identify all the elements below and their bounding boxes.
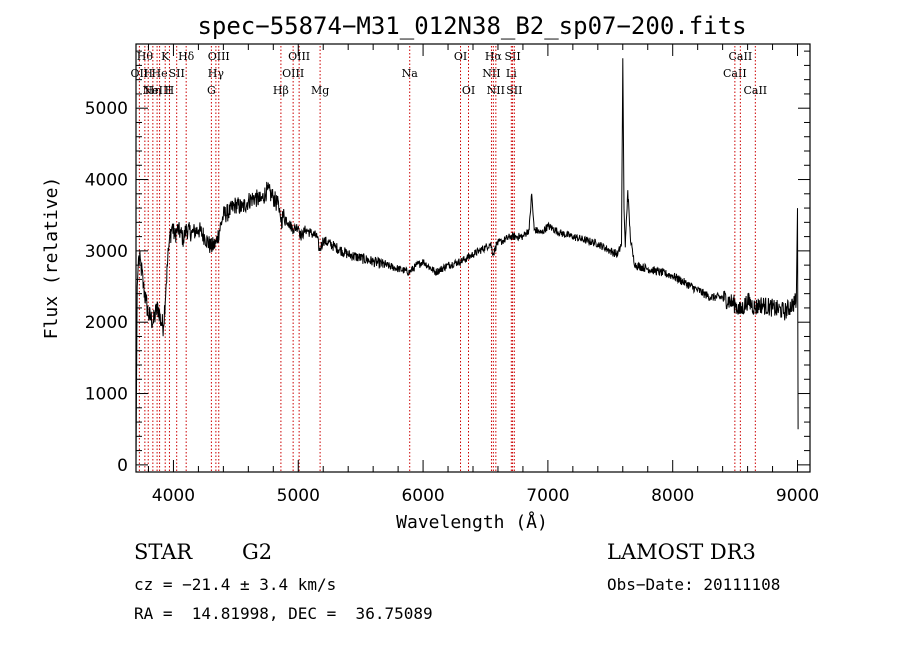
- spectral-line-markers: OIIHθHHηNeIIIHeKHSIIHδGHγOIIIHβOIIIOIIIM…: [131, 46, 767, 472]
- line-label: CaII: [743, 84, 767, 97]
- y-tick-label: 5000: [85, 99, 128, 119]
- axis-ticks: 4000 5000 6000 7000 8000 9000 0 1000 2000 3000 400…: [85, 44, 819, 506]
- line-label: Na: [402, 67, 419, 80]
- x-axis-label: Wavelength (Å): [396, 511, 548, 533]
- y-axis-label: Flux (relative): [41, 177, 62, 340]
- line-label: NeIII: [143, 84, 172, 97]
- line-label: G: [207, 84, 216, 97]
- line-label: K: [161, 50, 170, 63]
- observation-date: Obs−Date: 20111108: [607, 575, 781, 594]
- line-label: Hγ: [208, 67, 225, 80]
- line-label: CaII: [729, 50, 753, 63]
- line-label: H: [165, 84, 175, 97]
- x-tick-label: 7000: [526, 486, 569, 506]
- line-label: Li: [506, 67, 517, 80]
- plot-frame: [135, 43, 811, 473]
- line-label: SII: [169, 67, 185, 80]
- line-label: SII: [504, 50, 520, 63]
- line-label: H: [143, 67, 153, 80]
- y-tick-label: 0: [117, 456, 128, 476]
- line-label: NII: [487, 84, 505, 97]
- y-tick-label: 4000: [85, 171, 128, 191]
- x-tick-label: 5000: [277, 486, 320, 506]
- line-label: SII: [506, 84, 522, 97]
- x-tick-label: 9000: [776, 486, 819, 506]
- line-label: OII: [131, 67, 149, 80]
- line-label: OI: [454, 50, 467, 63]
- survey-name: LAMOST DR3: [607, 540, 756, 564]
- spectral-subclass: G2: [242, 540, 273, 564]
- y-tick-label: 1000: [85, 385, 128, 405]
- coordinates: RA = 14.81998, DEC = 36.75089: [134, 604, 433, 623]
- object-class: STAR: [134, 540, 193, 564]
- chart-title: spec−55874−M31_012N38_B2_sp07−200.fits: [197, 12, 746, 40]
- line-label: Hα: [485, 50, 503, 63]
- line-label: Mg: [311, 84, 329, 97]
- line-label: Hη: [145, 84, 161, 97]
- line-label: Hδ: [178, 50, 195, 63]
- x-tick-label: 4000: [152, 486, 195, 506]
- line-label: OI: [462, 84, 475, 97]
- y-tick-label: 3000: [85, 242, 128, 262]
- x-tick-label: 8000: [651, 486, 694, 506]
- line-label: OIII: [288, 50, 310, 63]
- line-label: CaII: [723, 67, 747, 80]
- flux-series: [135, 58, 799, 465]
- line-label: Hθ: [137, 50, 154, 63]
- line-label: OIII: [282, 67, 304, 80]
- line-label: Hβ: [273, 84, 289, 97]
- line-label: OIII: [208, 50, 230, 63]
- x-tick-label: 6000: [401, 486, 444, 506]
- line-label: He: [152, 67, 168, 80]
- y-tick-label: 2000: [85, 313, 128, 333]
- radial-velocity: cz = −21.4 ± 3.4 km/s: [134, 575, 337, 594]
- line-label: NII: [482, 67, 500, 80]
